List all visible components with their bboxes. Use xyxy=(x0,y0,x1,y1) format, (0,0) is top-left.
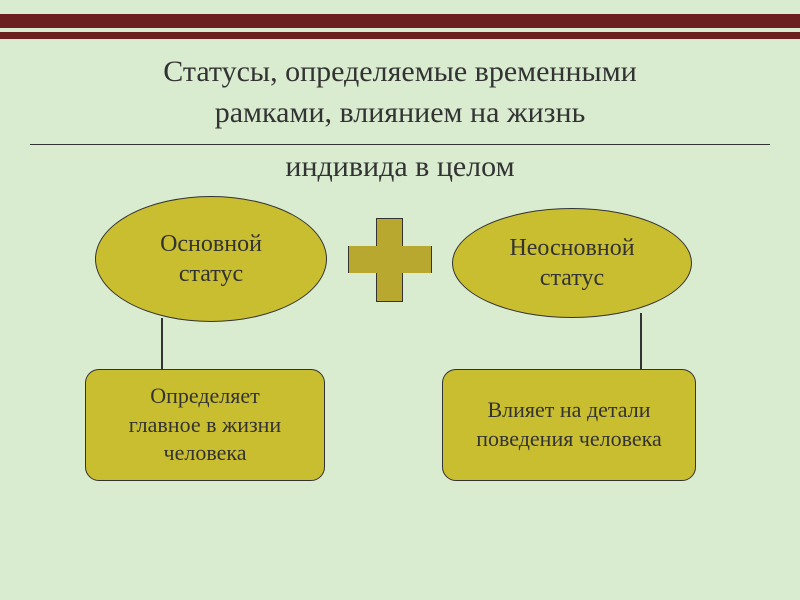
right-ellipse-line2: статус xyxy=(540,265,604,291)
left-box-line1: Определяет xyxy=(150,383,260,408)
connector-right xyxy=(640,313,642,369)
left-ellipse-line1: Основной xyxy=(160,231,262,257)
title-line-2: рамками, влиянием на жизнь xyxy=(215,96,586,129)
plus-icon xyxy=(348,218,432,302)
left-box-line3: человека xyxy=(164,440,247,465)
accent-bar-thin xyxy=(0,32,800,39)
node-left-box: Определяет главное в жизни человека xyxy=(85,369,325,481)
accent-bar-thick xyxy=(0,14,800,28)
diagram-area: Основной статус Неосновной статус Опреде… xyxy=(0,188,800,600)
right-box-line2: поведения человека xyxy=(476,426,662,451)
node-left-ellipse: Основной статус xyxy=(95,196,327,322)
title-line-3: индивида в целом xyxy=(0,150,800,184)
right-box-line1: Влияет на детали xyxy=(487,397,650,422)
left-ellipse-line2: статус xyxy=(179,261,243,287)
left-box-line2: главное в жизни xyxy=(129,412,281,437)
page-title: Статусы, определяемые временными рамками… xyxy=(0,52,800,133)
title-underline xyxy=(30,144,770,145)
node-right-ellipse: Неосновной статус xyxy=(452,208,692,318)
right-ellipse-line1: Неосновной xyxy=(509,235,634,261)
node-right-box: Влияет на детали поведения человека xyxy=(442,369,696,481)
connector-left xyxy=(161,318,163,369)
title-line-1: Статусы, определяемые временными xyxy=(163,55,637,88)
